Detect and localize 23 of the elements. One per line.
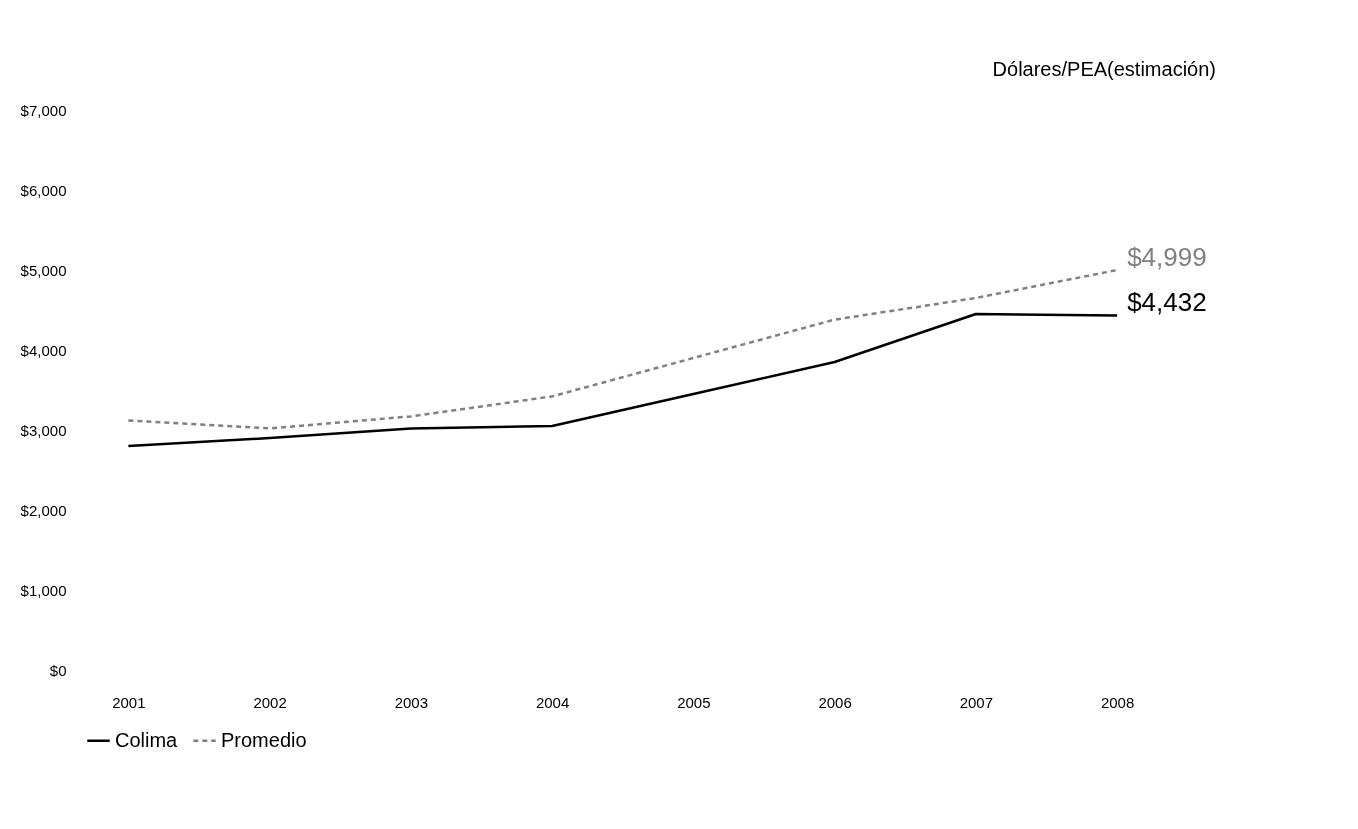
line-series xyxy=(127,268,1119,430)
y-tick-label: $2,000 xyxy=(20,501,67,519)
data-label: $4,999 xyxy=(1127,242,1207,273)
y-tick-label: $3,000 xyxy=(20,421,67,439)
x-tick-label: 2006 xyxy=(818,693,852,711)
y-tick-label: $7,000 xyxy=(20,101,67,119)
x-tick-label: 2007 xyxy=(959,693,994,711)
y-tick-label: $6,000 xyxy=(20,181,67,199)
data-label: $4,432 xyxy=(1127,287,1207,318)
y-tick-label: $1,000 xyxy=(20,581,67,599)
y-tick-label: $5,000 xyxy=(20,261,67,279)
x-tick-label: 2004 xyxy=(535,693,570,711)
y-axis-title: Dólares/PEA(estimación) xyxy=(992,58,1216,80)
line-series xyxy=(127,312,1119,448)
y-tick-label: $4,000 xyxy=(20,341,67,359)
legend-label: Promedio xyxy=(221,728,307,751)
x-tick-label: 2005 xyxy=(677,693,711,711)
y-tick-label: $0 xyxy=(49,661,67,679)
x-tick-label: 2008 xyxy=(1100,693,1135,711)
legend-label: Colima xyxy=(115,728,179,751)
x-tick-label: 2002 xyxy=(253,693,287,711)
x-tick-label: 2003 xyxy=(394,693,429,711)
x-tick-label: 2001 xyxy=(112,693,146,711)
